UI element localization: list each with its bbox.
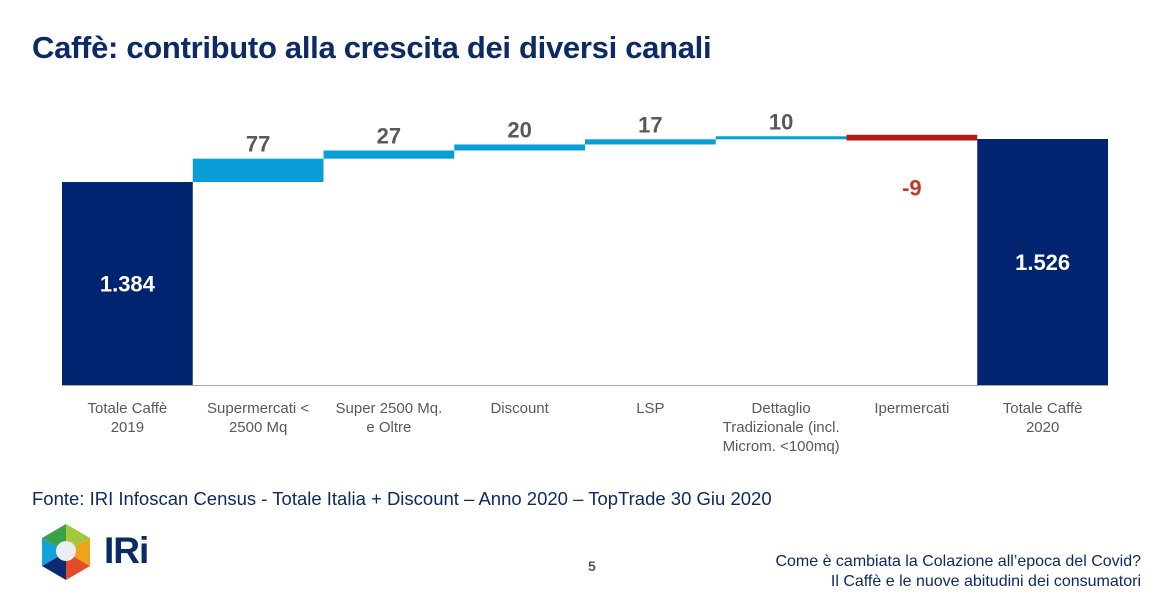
data-label-8: 1.526	[1015, 250, 1070, 275]
category-label-5: LSP	[636, 400, 664, 417]
bar-7	[846, 134, 978, 141]
category-label-6: Tradizionale (incl.	[723, 419, 840, 436]
category-label-7: Ipermercati	[874, 400, 949, 417]
page-number: 5	[588, 558, 596, 574]
footer-line-1: Come è cambiata la Colazione all’epoca d…	[775, 553, 1141, 570]
category-label-3: e Oltre	[366, 419, 411, 436]
bar-5	[585, 139, 716, 145]
data-label-6: 10	[769, 109, 793, 134]
bar-4	[454, 144, 585, 151]
source-note: Fonte: IRI Infoscan Census - Totale Ital…	[32, 488, 772, 509]
bar-1	[62, 182, 193, 385]
bar-3	[323, 150, 455, 159]
category-label-4: Discount	[490, 400, 549, 417]
category-label-1: Totale Caffè	[87, 400, 167, 417]
category-label-1: 2019	[111, 419, 144, 436]
data-label-3: 27	[377, 124, 401, 149]
bar-6	[715, 136, 847, 140]
category-label-2: Supermercati <	[207, 400, 309, 417]
slide-title: Caffè: contributo alla crescita dei dive…	[32, 30, 712, 65]
category-label-2: 2500 Mq	[229, 419, 287, 436]
category-label-3: Super 2500 Mq.	[336, 400, 443, 417]
data-label-1: 1.384	[100, 272, 156, 297]
bar-2	[192, 158, 324, 183]
data-label-5: 17	[638, 112, 662, 137]
data-label-4: 20	[507, 117, 531, 142]
category-label-8: 2020	[1026, 419, 1059, 436]
footer-text: Come è cambiata la Colazione all’epoca d…	[775, 552, 1141, 592]
category-label-6: Microm. <100mq)	[723, 438, 840, 455]
data-label-7: -9	[902, 176, 922, 201]
data-label-2: 77	[246, 132, 270, 157]
category-label-8: Totale Caffè	[1003, 400, 1083, 417]
bar-8	[977, 139, 1108, 385]
footer-line-2: Il Caffè e le nuove abitudini dei consum…	[830, 573, 1141, 590]
waterfall-chart: 1.384 Totale Caffè 2019 77 Supermercati < 250…	[62, 109, 1108, 455]
category-label-6: Dettaglio	[752, 400, 811, 417]
iri-logo-icon	[42, 524, 90, 580]
logo-text: IRi	[104, 530, 149, 571]
